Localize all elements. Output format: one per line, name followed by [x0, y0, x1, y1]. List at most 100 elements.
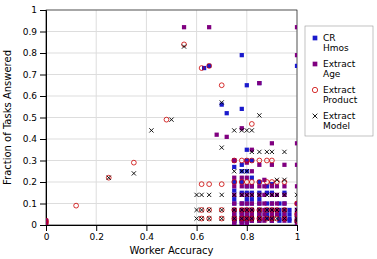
tick-label: 0.5	[23, 113, 37, 123]
point	[257, 201, 261, 205]
point	[265, 150, 269, 154]
series	[46, 53, 297, 225]
point	[257, 208, 261, 212]
point	[282, 184, 286, 188]
point	[250, 184, 254, 188]
point	[232, 216, 236, 220]
point	[245, 212, 249, 216]
point	[245, 201, 249, 205]
point	[250, 158, 254, 162]
y-axis: 00.10.20.30.40.50.60.70.80.91	[23, 5, 47, 230]
point	[199, 66, 204, 71]
legend-label-line: Hmos	[323, 43, 349, 53]
tick-mark	[40, 161, 46, 162]
point	[182, 44, 186, 48]
point	[232, 212, 236, 216]
point	[232, 193, 236, 197]
point	[250, 197, 254, 201]
tick-label: 0.8	[240, 232, 255, 242]
point	[250, 128, 254, 132]
point	[240, 169, 244, 173]
point	[270, 158, 275, 163]
tick: 0.7	[23, 70, 46, 80]
point	[207, 64, 211, 68]
point	[219, 83, 224, 88]
point	[275, 208, 279, 212]
legend-entry: ExtractAge	[313, 59, 356, 79]
point	[132, 171, 136, 175]
tick: 0	[31, 220, 46, 230]
point	[282, 178, 286, 182]
point	[240, 201, 244, 205]
point	[250, 193, 254, 197]
legend-label: CRHmos	[323, 33, 349, 53]
point	[239, 180, 244, 185]
tick: 0.3	[23, 156, 46, 166]
point	[240, 212, 244, 216]
point	[232, 208, 237, 213]
point	[270, 201, 274, 205]
point	[295, 141, 297, 145]
point	[295, 53, 297, 57]
point	[240, 208, 244, 212]
legend-label-line: Model	[323, 121, 350, 131]
point	[245, 201, 249, 205]
tick-label: 0.1	[23, 199, 37, 209]
tick-label: 0.8	[23, 48, 38, 58]
legend-label-line: Product	[323, 95, 358, 105]
point	[232, 188, 236, 192]
point	[240, 180, 244, 184]
point	[220, 208, 224, 212]
tick-mark	[40, 32, 46, 33]
point	[295, 212, 297, 216]
point	[249, 216, 254, 221]
point	[245, 221, 249, 225]
point	[295, 64, 297, 68]
point	[194, 208, 198, 212]
point	[245, 208, 249, 212]
point	[245, 193, 249, 197]
point	[257, 184, 261, 188]
point	[240, 208, 244, 212]
grid-line	[46, 96, 297, 97]
point	[199, 182, 204, 187]
point	[219, 216, 224, 221]
point	[250, 184, 254, 188]
tick-mark	[197, 225, 198, 231]
point	[270, 216, 275, 221]
tick-mark	[247, 225, 248, 231]
point	[232, 208, 236, 212]
legend-label: ExtractModel	[323, 111, 356, 131]
tick-mark	[40, 182, 46, 183]
point	[275, 208, 279, 212]
point	[245, 193, 249, 197]
point	[270, 212, 274, 216]
point	[270, 184, 274, 188]
point	[270, 216, 274, 220]
point	[270, 150, 274, 154]
point	[282, 163, 286, 167]
point	[270, 193, 274, 197]
point	[282, 216, 287, 221]
grid-line	[46, 117, 297, 118]
point	[282, 201, 286, 205]
point	[287, 208, 291, 212]
legend-label-line: Extract	[323, 111, 356, 121]
grid-line	[46, 53, 297, 54]
tick: 0.6	[190, 225, 205, 242]
point	[240, 216, 244, 220]
tick: 1	[295, 225, 301, 242]
point	[250, 216, 254, 220]
point	[295, 25, 297, 29]
point	[232, 169, 236, 173]
point	[257, 216, 261, 220]
tick-label: 0.4	[23, 134, 38, 144]
point	[232, 221, 236, 225]
point	[270, 193, 274, 197]
point	[275, 178, 279, 182]
tick-label: 0.6	[190, 232, 205, 242]
point	[245, 216, 249, 220]
point	[275, 216, 280, 221]
point	[225, 111, 229, 115]
point	[239, 216, 244, 221]
